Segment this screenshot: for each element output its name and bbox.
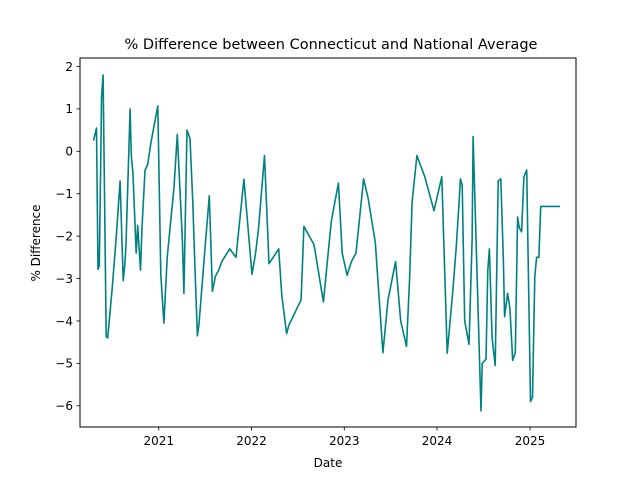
x-tick-label: 2024 (422, 434, 453, 448)
y-tick-label: 2 (65, 60, 73, 74)
series-line-0 (92, 74, 560, 412)
x-axis: 2021 2022 2023 2024 2025 (143, 427, 545, 448)
chart-title: % Difference between Connecticut and Nat… (125, 37, 538, 53)
y-tick-label: 0 (65, 145, 73, 159)
y-tick-label: −2 (55, 229, 73, 243)
plot-area (79, 57, 577, 428)
y-tick-label: 1 (65, 102, 73, 116)
y-tick-label: −4 (55, 314, 73, 328)
y-axis-label: % Difference (29, 204, 43, 281)
series-layer (92, 74, 560, 412)
y-tick-label: −6 (55, 399, 73, 413)
x-tick-label: 2021 (143, 434, 174, 448)
y-axis: −6 −5 −4 −3 −2 −1 0 1 2 (55, 60, 80, 413)
x-tick-label: 2025 (515, 434, 546, 448)
x-axis-label: Date (314, 456, 343, 470)
y-tick-label: −5 (55, 357, 73, 371)
x-tick-label: 2022 (236, 434, 267, 448)
x-tick-label: 2023 (329, 434, 360, 448)
y-tick-label: −1 (55, 187, 73, 201)
y-tick-label: −3 (55, 272, 73, 286)
